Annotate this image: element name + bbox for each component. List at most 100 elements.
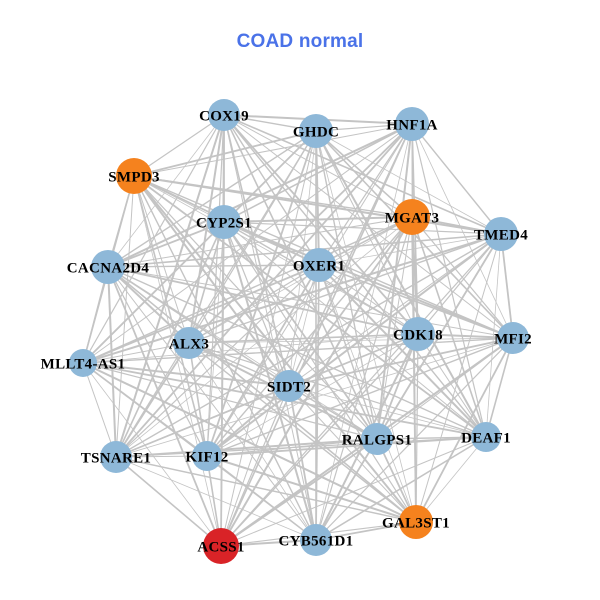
edge-ALX3-MLLT4-AS1 (82, 342, 190, 364)
edge-CYP2S1-TSNARE1 (115, 221, 225, 458)
edge-TSNARE1-GAL3ST1 (115, 456, 417, 523)
node-alx3 (173, 327, 205, 359)
edge-HNF1A-ALX3 (188, 123, 413, 344)
edge-CDK18-KIF12 (206, 333, 419, 457)
edge-SMPD3-DEAF1 (133, 175, 487, 438)
edge-CYP2S1-KIF12 (206, 221, 225, 457)
edge-CDK18-DEAF1 (417, 333, 487, 438)
node-gal3st1 (399, 505, 433, 539)
edge-MLLT4-AS1-RALGPS1 (82, 362, 378, 440)
node-mllt4-as1 (69, 349, 97, 377)
edge-MGAT3-RALGPS1 (376, 216, 413, 440)
edge-OXER1-MLLT4-AS1 (82, 264, 320, 364)
edge-MLLT4-AS1-CDK18 (82, 333, 419, 364)
edge-CDK18-GAL3ST1 (415, 333, 419, 523)
edge-RALGPS1-ACSS1 (220, 438, 378, 547)
edge-MLLT4-AS1-GAL3ST1 (82, 362, 417, 523)
node-label-cyb561d1: CYB561D1 (279, 533, 354, 549)
node-sidt2 (273, 370, 305, 402)
edge-OXER1-MFI2 (318, 264, 514, 339)
edge-MFI2-SIDT2 (288, 337, 514, 387)
edge-CACNA2D4-MFI2 (107, 266, 514, 339)
edge-GHDC-GAL3ST1 (315, 130, 417, 523)
edge-HNF1A-SMPD3 (133, 123, 413, 177)
edge-TMED4-CACNA2D4 (107, 233, 502, 268)
label-layer: COX19 GHDC HNF1A SMPD3 CYP2S1 MGAT3 TMED4 CACNA… (41, 108, 532, 555)
edge-SIDT2-RALGPS1 (288, 385, 378, 440)
edge-MLLT4-AS1-MFI2 (82, 337, 514, 364)
node-label-alx3: ALX3 (169, 336, 209, 352)
edge-SIDT2-ACSS1 (220, 385, 290, 547)
edge-CYP2S1-RALGPS1 (223, 221, 378, 440)
edge-HNF1A-KIF12 (206, 123, 413, 457)
edge-OXER1-RALGPS1 (318, 264, 378, 440)
edge-OXER1-TSNARE1 (115, 264, 320, 458)
edge-COX19-CDK18 (223, 114, 419, 335)
edge-GHDC-TMED4 (315, 130, 502, 235)
edge-TMED4-DEAF1 (485, 233, 502, 438)
edge-ALX3-TSNARE1 (115, 342, 190, 458)
edge-GHDC-SIDT2 (288, 130, 317, 387)
edge-SIDT2-TSNARE1 (115, 385, 290, 458)
edge-COX19-MLLT4-AS1 (82, 114, 225, 364)
node-kif12 (192, 441, 222, 471)
edge-KIF12-GAL3ST1 (206, 455, 417, 523)
edge-MGAT3-ALX3 (188, 216, 413, 344)
edge-CACNA2D4-OXER1 (107, 264, 320, 268)
edge-SMPD3-TMED4 (133, 175, 502, 235)
edge-OXER1-ALX3 (188, 264, 320, 344)
edge-COX19-DEAF1 (223, 114, 487, 438)
edge-HNF1A-CYP2S1 (223, 123, 413, 223)
edge-RALGPS1-TSNARE1 (115, 438, 378, 458)
edge-HNF1A-DEAF1 (411, 123, 487, 438)
edge-KIF12-CYB561D1 (206, 455, 317, 541)
node-ghdc (299, 114, 333, 148)
edge-MFI2-DEAF1 (485, 337, 514, 438)
node-label-sidt2: SIDT2 (267, 379, 311, 395)
edge-layer (82, 114, 514, 547)
edge-OXER1-SIDT2 (288, 264, 320, 387)
edge-COX19-SMPD3 (133, 114, 225, 177)
node-deaf1 (471, 422, 501, 452)
edge-CACNA2D4-GAL3ST1 (107, 266, 417, 523)
edge-SMPD3-RALGPS1 (133, 175, 378, 440)
edge-TMED4-SIDT2 (288, 233, 502, 387)
edge-DEAF1-CYB561D1 (315, 436, 487, 541)
edge-CYP2S1-MGAT3 (223, 216, 413, 223)
edge-DEAF1-GAL3ST1 (415, 436, 487, 523)
edge-MFI2-KIF12 (206, 337, 514, 457)
node-smpd3 (116, 158, 152, 194)
edge-CYP2S1-MLLT4-AS1 (82, 221, 225, 364)
node-label-kif12: KIF12 (185, 449, 228, 465)
node-label-mllt4-as1: MLLT4-AS1 (41, 356, 126, 372)
node-label-tmed4: TMED4 (474, 227, 528, 243)
edge-GHDC-MGAT3 (315, 130, 413, 218)
node-oxer1 (302, 248, 336, 282)
edge-CYP2S1-TMED4 (223, 221, 502, 235)
edge-DEAF1-ACSS1 (220, 436, 487, 547)
edge-ALX3-CYB561D1 (188, 342, 317, 541)
node-label-oxer1: OXER1 (293, 258, 345, 274)
edge-SIDT2-CYB561D1 (288, 385, 317, 541)
node-label-tsnare1: TSNARE1 (81, 450, 151, 466)
edge-GHDC-SMPD3 (133, 130, 317, 177)
edge-CACNA2D4-ACSS1 (107, 266, 222, 547)
edge-SIDT2-KIF12 (206, 385, 290, 457)
node-label-gal3st1: GAL3ST1 (382, 515, 450, 531)
edge-SMPD3-GAL3ST1 (133, 175, 417, 523)
node-label-ralgps1: RALGPS1 (342, 432, 412, 448)
edge-CACNA2D4-RALGPS1 (107, 266, 378, 440)
node-layer (69, 99, 529, 564)
edge-CACNA2D4-KIF12 (107, 266, 208, 457)
node-label-cox19: COX19 (199, 108, 249, 124)
edge-ALX3-DEAF1 (188, 342, 487, 438)
node-ralgps1 (361, 423, 393, 455)
edge-CACNA2D4-CYB561D1 (107, 266, 317, 541)
edge-TMED4-CDK18 (417, 233, 502, 335)
node-label-hnf1a: HNF1A (386, 117, 438, 133)
node-label-cyp2s1: CYP2S1 (196, 215, 252, 231)
edge-MLLT4-AS1-SIDT2 (82, 362, 290, 387)
edge-MGAT3-GAL3ST1 (411, 216, 417, 523)
edge-TMED4-MFI2 (500, 233, 514, 339)
